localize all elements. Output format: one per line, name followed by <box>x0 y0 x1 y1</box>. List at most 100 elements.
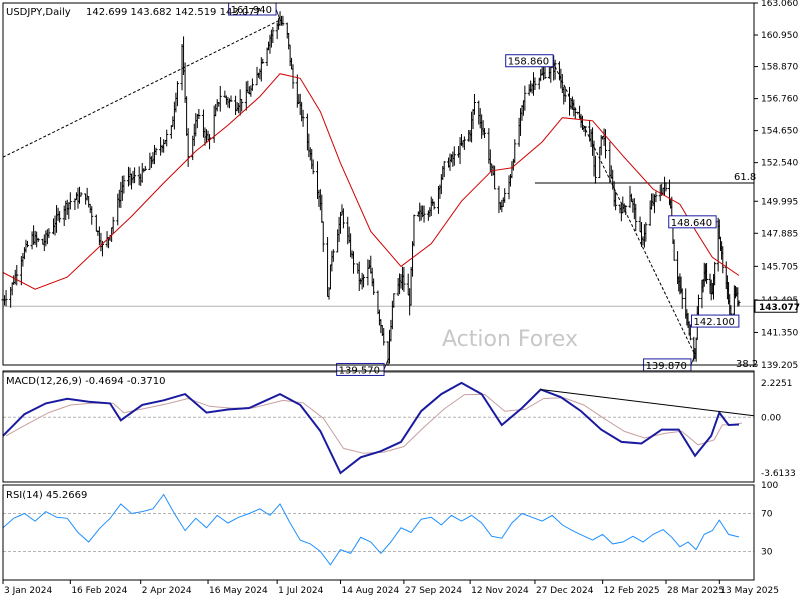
price-bar <box>672 239 676 261</box>
price-bar <box>422 205 426 223</box>
price-bar <box>331 249 335 262</box>
annotation-connector <box>275 8 281 21</box>
time-tick-label: 16 May 2024 <box>209 586 268 596</box>
rsi-levels <box>3 513 754 552</box>
price-tick-label: 149.995 <box>761 197 798 207</box>
price-bars <box>1 11 741 366</box>
time-tick-label: 12 Feb 2025 <box>604 586 660 596</box>
price-bar <box>250 78 254 91</box>
price-bar <box>729 304 733 315</box>
price-bar <box>614 191 618 211</box>
price-bar <box>533 77 537 91</box>
price-bar <box>372 278 376 295</box>
price-bar <box>553 59 557 80</box>
price-bar <box>382 327 386 346</box>
trend-lines <box>2 19 696 356</box>
price-bar <box>4 290 8 307</box>
price-bar <box>111 216 115 234</box>
price-bar <box>654 191 658 203</box>
symbol-title: USDJPY,Daily <box>6 7 71 18</box>
rsi-tick-label: 30 <box>761 548 773 558</box>
watermark: Action Forex <box>442 327 578 352</box>
price-bar <box>493 165 497 190</box>
price-bar <box>240 98 244 112</box>
price-tick-label: 141.350 <box>761 328 798 338</box>
annotation-label: 142.100 <box>693 317 734 328</box>
price-bar <box>311 159 315 175</box>
macd-tick-label: 0.00 <box>761 413 781 423</box>
price-tick-label: 145.705 <box>761 262 798 272</box>
price-tick-label: 152.540 <box>761 159 798 169</box>
price-bar <box>624 205 628 216</box>
price-bar <box>301 109 305 127</box>
price-bar <box>218 85 222 112</box>
time-tick-label: 28 Mar 2025 <box>667 586 724 596</box>
annotation-box <box>336 362 385 376</box>
macd-tick-label: -3.6133 <box>761 469 796 479</box>
price-annotation: 148.640 <box>668 215 719 229</box>
rsi-line <box>2 493 740 566</box>
macd-line <box>2 381 740 475</box>
ohlc-values: 142.699 143.682 142.519 143.077 <box>86 7 261 18</box>
price-bar <box>523 85 527 111</box>
macd-panel-frame <box>2 370 755 483</box>
price-annotation: 142.100 <box>690 314 740 328</box>
price-bar <box>175 81 179 107</box>
time-axis: 3 Jan 2024 16 Feb 2024 2 Apr 2024 16 May 20… <box>2 580 779 596</box>
fib-61-8-label: 61.8 <box>734 172 756 183</box>
price-annotation: 161.940 <box>228 2 281 21</box>
price-bar <box>442 161 446 178</box>
annotation-label: 158.860 <box>508 57 549 68</box>
price-bar <box>362 274 366 288</box>
price-bar <box>583 126 587 137</box>
price-bar <box>261 58 265 64</box>
price-bar <box>351 251 355 274</box>
price-tick-label: 139.205 <box>761 361 798 371</box>
price-bar <box>543 66 547 80</box>
price-bar <box>483 128 487 139</box>
price-bar <box>452 146 456 166</box>
rsi-panel-frame <box>2 484 755 581</box>
price-bar <box>737 300 741 307</box>
price-bar <box>154 147 158 155</box>
time-tick-label: 13 May 2025 <box>720 586 779 596</box>
price-bar <box>197 108 201 120</box>
price-tick-label: 147.885 <box>761 229 798 239</box>
macd-tick-label: 2.2251 <box>761 379 793 389</box>
current-price-badge <box>754 299 798 313</box>
price-bar <box>573 108 577 119</box>
price-bar <box>79 192 83 197</box>
moving-average-line <box>2 73 740 290</box>
price-bar <box>503 188 507 203</box>
price-bar <box>15 265 19 286</box>
price-bar <box>472 94 476 115</box>
price-bar <box>208 134 212 150</box>
macd-trend-line <box>540 389 755 417</box>
annotation-box <box>505 54 554 68</box>
price-bar <box>688 324 692 341</box>
macd-signal-line <box>5 393 743 454</box>
falling-trend-line <box>554 66 696 356</box>
current-price-label: 143.077 <box>759 303 800 313</box>
price-bar <box>271 26 275 44</box>
rising-trend-line <box>2 19 281 158</box>
price-bar <box>432 201 436 210</box>
price-bar <box>513 139 517 163</box>
time-tick-label: 12 Nov 2024 <box>471 586 529 596</box>
time-tick-label: 2 Apr 2024 <box>142 586 192 596</box>
time-tick-label: 1 Jul 2024 <box>278 586 323 596</box>
price-bar <box>412 214 416 247</box>
macd-axis: 2.2251 0.00 -3.6133 <box>761 379 796 479</box>
price-bar <box>644 222 648 242</box>
price-bar <box>133 167 137 184</box>
price-bar <box>321 221 325 252</box>
price-tick-label: 163.060 <box>761 0 798 9</box>
header-title: USDJPY,Daily 142.699 143.682 142.519 143… <box>6 7 261 18</box>
macd-panel: MACD(12,26,9) -0.4694 -0.3710 2.2251 0.00… <box>2 370 796 483</box>
price-bar <box>25 240 29 248</box>
rsi-tick-label: 100 <box>761 481 778 491</box>
price-bar <box>713 261 717 286</box>
price-bar <box>705 262 709 284</box>
